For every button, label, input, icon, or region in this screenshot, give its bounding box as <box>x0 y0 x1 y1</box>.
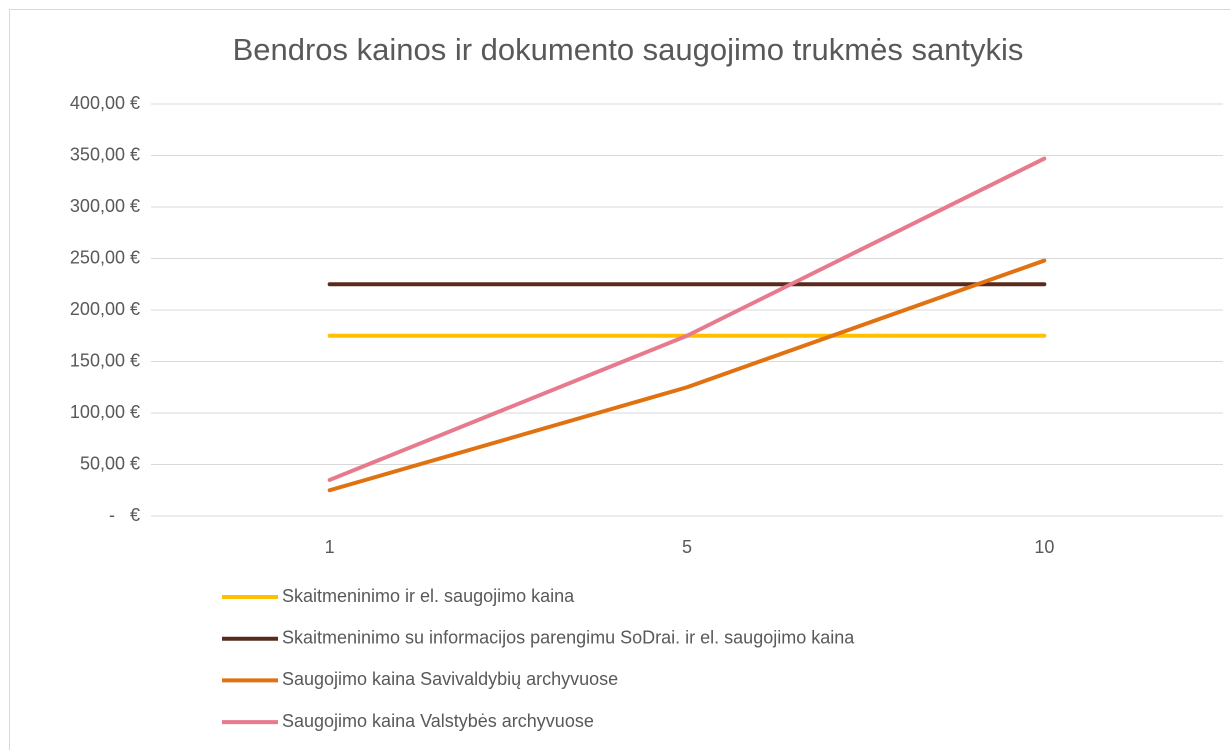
legend-label: Saugojimo kaina Savivaldybių archyvuose <box>282 669 618 689</box>
y-tick-label: 200,00 € <box>70 299 140 319</box>
chart-title: Bendros kainos ir dokumento saugojimo tr… <box>233 32 1024 67</box>
x-tick-label: 10 <box>1034 537 1054 557</box>
legend-label: Skaitmeninimo ir el. saugojimo kaina <box>282 586 575 606</box>
series-line <box>327 258 1047 493</box>
y-tick-label: 250,00 € <box>70 247 140 267</box>
legend-label: Skaitmeninimo su informacijos parengimu … <box>282 627 855 647</box>
y-tick-label: 350,00 € <box>70 144 140 164</box>
y-tick-label: 300,00 € <box>70 196 140 216</box>
legend-label: Saugojimo kaina Valstybės archyvuose <box>282 711 594 731</box>
y-tick-label: - € <box>109 505 140 525</box>
x-tick-label: 1 <box>325 537 335 557</box>
y-tick-label: 400,00 € <box>70 93 140 113</box>
series-line <box>327 156 1047 482</box>
y-tick-label: 100,00 € <box>70 402 140 422</box>
y-tick-label: 50,00 € <box>80 453 140 473</box>
x-tick-label: 5 <box>682 537 692 557</box>
y-tick-label: 150,00 € <box>70 350 140 370</box>
chart-border <box>9 9 1230 750</box>
